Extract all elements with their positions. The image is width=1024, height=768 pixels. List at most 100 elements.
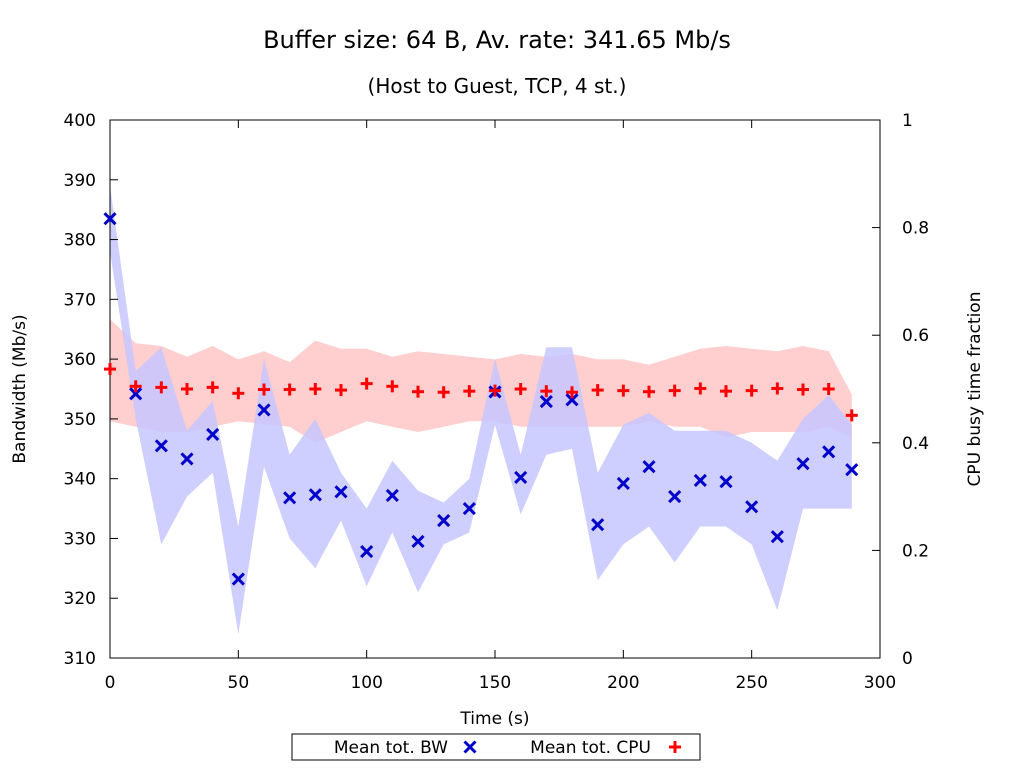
y-tick-label: 370 <box>64 290 96 310</box>
cpu-point <box>643 385 655 398</box>
x-tick-label: 100 <box>350 673 382 693</box>
bw-point <box>180 452 194 466</box>
y2-tick-label: 0.8 <box>902 219 929 239</box>
cpu-point <box>694 382 707 395</box>
cpu-point <box>617 384 630 397</box>
bw-point <box>845 463 859 477</box>
cpu-band <box>110 319 852 443</box>
cpu-point <box>822 383 835 395</box>
legend-marker-cpu <box>669 741 681 753</box>
y2-axis-label: CPU busy time fraction <box>965 292 985 487</box>
x-tick-label: 200 <box>607 673 639 693</box>
bw-point <box>591 518 605 532</box>
x-axis-label: Time (s) <box>459 709 529 729</box>
chart-subtitle: (Host to Guest, TCP, 4 st.) <box>368 74 627 98</box>
cpu-point <box>412 385 424 398</box>
confidence-bands <box>110 185 852 635</box>
bw-point <box>385 488 399 502</box>
y2-tick-label: 1 <box>902 111 913 131</box>
bw-point <box>437 513 451 528</box>
cpu-point <box>155 381 168 394</box>
bw-point <box>206 427 220 441</box>
bw-point <box>334 485 348 499</box>
y-tick-label: 390 <box>64 171 96 191</box>
bw-point <box>693 473 707 488</box>
cpu-point <box>283 383 296 396</box>
cpu-point <box>668 384 681 397</box>
cpu-point <box>720 385 732 398</box>
cpu-point <box>797 383 809 396</box>
legend-box <box>291 733 701 761</box>
x-tick-label: 250 <box>735 673 767 693</box>
axes: 0 50 100 150 200 250 300 310 320 330 340 350 360 370 3… <box>64 111 930 693</box>
cpu-point <box>360 377 373 390</box>
bw-point <box>514 470 528 485</box>
cpu-point <box>489 384 501 397</box>
bw-point <box>796 457 810 471</box>
legend-x-icon <box>463 740 477 754</box>
cpu-point <box>566 386 578 399</box>
cpu-point <box>232 387 245 400</box>
data-points <box>103 212 859 586</box>
bw-point <box>231 572 245 586</box>
bw-point <box>411 534 425 548</box>
y-tick-label: 340 <box>64 470 96 490</box>
x-tick-label: 50 <box>228 673 250 693</box>
bw-point <box>822 445 836 459</box>
y-axis-label: Bandwidth (Mb/s) <box>10 314 30 463</box>
y-tick-label: 380 <box>64 231 96 251</box>
bw-point <box>745 500 759 514</box>
x-tick-label: 0 <box>105 673 116 693</box>
bw-point <box>642 460 656 474</box>
x-tick-label: 150 <box>479 673 511 693</box>
cpu-point <box>104 363 116 376</box>
cpu-point <box>514 383 527 395</box>
bw-band <box>110 185 852 635</box>
y-tick-label: 350 <box>64 410 96 430</box>
legend-plus-icon <box>669 741 681 753</box>
cpu-point <box>129 380 142 393</box>
cpu-point <box>540 385 553 398</box>
legend: Mean tot. BW Mean tot. CPU <box>291 733 701 761</box>
cpu-point <box>771 382 784 395</box>
bw-point <box>668 490 682 504</box>
x-tick-label: 300 <box>864 673 896 693</box>
bw-point <box>719 475 733 489</box>
bw-point <box>770 530 784 544</box>
y2-tick-label: 0.6 <box>902 326 929 346</box>
legend-label-bw: Mean tot. BW <box>334 738 448 758</box>
chart-title: Buffer size: 64 B, Av. rate: 341.65 Mb/s <box>263 26 731 54</box>
bw-point <box>565 393 579 407</box>
cpu-point <box>181 383 193 395</box>
y-tick-label: 330 <box>64 529 96 549</box>
cpu-point <box>335 384 347 397</box>
cpu-point <box>463 385 476 398</box>
bw-point <box>103 212 117 226</box>
cpu-point <box>591 384 604 397</box>
legend-label-cpu: Mean tot. CPU <box>530 738 651 758</box>
bw-point <box>616 476 630 491</box>
cpu-point <box>845 409 858 422</box>
bw-point <box>129 387 143 401</box>
bw-point <box>539 394 553 409</box>
bw-point <box>257 403 271 417</box>
cpu-point <box>309 383 322 395</box>
y2-tick-label: 0.4 <box>902 434 929 454</box>
bw-point <box>462 501 476 516</box>
y-tick-label: 310 <box>64 649 96 669</box>
cpu-point <box>745 384 758 397</box>
cpu-point <box>386 380 399 393</box>
cpu-point <box>206 381 219 394</box>
bw-point <box>154 439 168 453</box>
bw-point <box>283 491 297 505</box>
cpu-point <box>437 386 450 399</box>
bw-point <box>360 545 374 559</box>
y-tick-label: 360 <box>64 350 96 370</box>
y2-tick-label: 0.2 <box>902 541 929 561</box>
y-tick-label: 400 <box>64 111 96 131</box>
cpu-point <box>258 383 270 396</box>
y2-tick-label: 0 <box>902 649 913 669</box>
y-tick-label: 320 <box>64 589 96 609</box>
legend-marker-bw <box>463 740 477 754</box>
